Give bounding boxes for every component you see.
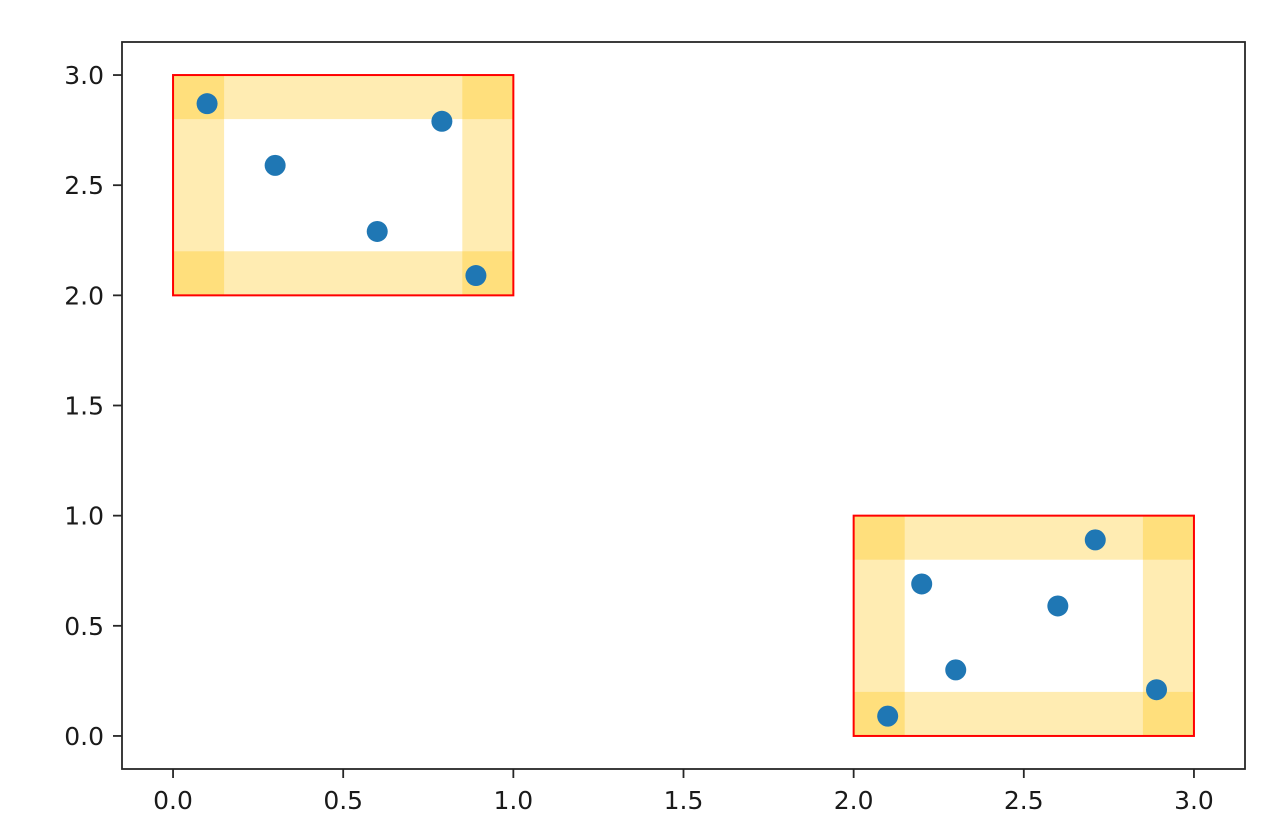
data-point-4 xyxy=(431,110,453,132)
data-point-1 xyxy=(196,93,218,115)
y-tick-label: 1.5 xyxy=(64,392,104,421)
data-point-7 xyxy=(911,573,933,595)
y-tick-label: 0.5 xyxy=(64,612,104,641)
y-tick-label: 2.0 xyxy=(64,281,104,310)
data-points xyxy=(196,93,1168,727)
box-2-band-top xyxy=(853,515,1194,560)
plot-area xyxy=(122,42,1245,769)
data-point-6 xyxy=(877,705,899,727)
box-2-outline xyxy=(852,514,1195,737)
x-tick-label: 2.0 xyxy=(834,786,874,815)
box-1-band-top xyxy=(173,75,514,120)
box-outlines xyxy=(172,74,1195,737)
data-point-11 xyxy=(1146,679,1168,701)
x-tick-label: 1.0 xyxy=(493,786,533,815)
x-tick-label: 0.5 xyxy=(323,786,363,815)
box-1-band-right xyxy=(462,75,514,296)
y-tick-label: 1.0 xyxy=(64,502,104,531)
y-tick-label: 2.5 xyxy=(64,171,104,200)
data-point-3 xyxy=(366,220,388,242)
y-tick-label: 0.0 xyxy=(64,722,104,751)
data-point-2 xyxy=(264,154,286,176)
data-point-5 xyxy=(465,265,487,287)
x-tick-label: 1.5 xyxy=(664,786,704,815)
x-tick-label: 2.5 xyxy=(1004,786,1044,815)
y-axis-ticks: 0.0 0.5 1.0 1.5 2.0 2.5 3.0 xyxy=(64,61,122,751)
box-2-band-bottom xyxy=(853,691,1194,736)
data-point-9 xyxy=(1047,595,1069,617)
x-axis-ticks: 0.0 0.5 1.0 1.5 2.0 2.5 3.0 xyxy=(153,769,1214,815)
box-1-band-bottom xyxy=(173,251,514,296)
data-point-10 xyxy=(1084,529,1106,551)
edge-bands xyxy=(173,75,1194,736)
box-1-band-left xyxy=(173,75,225,296)
box-2-band-left xyxy=(853,515,905,736)
box-1-outline xyxy=(172,74,515,297)
box-2-band-right xyxy=(1142,515,1194,736)
x-tick-label: 0.0 xyxy=(153,786,193,815)
y-tick-label: 3.0 xyxy=(64,61,104,90)
x-tick-label: 3.0 xyxy=(1174,786,1214,815)
data-point-8 xyxy=(945,659,967,681)
